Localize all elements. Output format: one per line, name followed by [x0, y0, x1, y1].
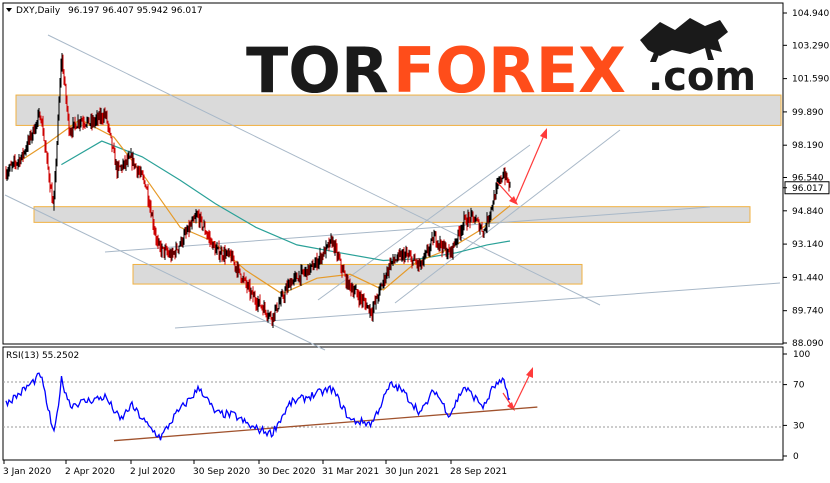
support-resistance-zone	[33, 206, 751, 223]
rsi-tick-label: 70	[793, 381, 805, 391]
date-tick-label: 31 Mar 2021	[322, 467, 379, 477]
date-tick-label: 3 Jan 2020	[3, 467, 51, 477]
price-arrow-up-head	[540, 128, 547, 139]
dropdown-icon[interactable]	[6, 8, 12, 12]
price-tick-label: 103.290	[792, 41, 829, 51]
rsi-line	[5, 372, 511, 441]
rsi-tick-label: 0	[793, 452, 799, 462]
date-tick-label: 28 Sep 2021	[450, 467, 507, 477]
rising-channel-upper	[394, 129, 621, 304]
forecast-arrows	[496, 128, 547, 411]
logo-text-tor: TOR	[246, 34, 389, 107]
rsi-label: RSI(13) 55.2502	[6, 351, 79, 361]
symbol-label: DXY,Daily	[16, 6, 61, 16]
rsi-panel	[2, 346, 784, 461]
torforex-logo: TOR FOREX .com	[246, 18, 756, 107]
rsi-arrow-up	[512, 371, 532, 410]
rsi-trendline	[113, 406, 538, 442]
date-tick-label: 2 Jul 2020	[130, 467, 175, 477]
price-tick-label: 91.440	[792, 273, 824, 283]
price-axis: 104.940103.290101.59099.89098.19096.5409…	[783, 9, 830, 349]
price-arrow-up	[514, 132, 546, 204]
logo-text-com: .com	[648, 54, 756, 100]
rising-channel-lower	[317, 144, 531, 301]
price-tick-label: 89.740	[792, 307, 824, 317]
rsi-tick-label: 30	[793, 421, 805, 431]
trendline-bottom	[174, 282, 781, 329]
date-tick-label: 30 Dec 2020	[258, 467, 316, 477]
bull-bear-icon	[640, 18, 728, 62]
zones-layer	[15, 94, 782, 285]
price-tick-label: 96.017	[792, 184, 824, 194]
candles-layer	[5, 53, 511, 329]
support-resistance-zone	[132, 263, 583, 285]
price-tick-label: 96.540	[792, 174, 824, 184]
support-resistance-zone	[15, 94, 782, 126]
price-tick-label: 94.840	[792, 207, 824, 217]
price-tick-label: 99.890	[792, 108, 824, 118]
price-tick-label: 93.140	[792, 240, 824, 250]
ma-fast-line	[14, 118, 511, 295]
logo-text-forex: FOREX	[393, 34, 626, 107]
date-tick-label: 30 Jun 2021	[385, 467, 439, 477]
channel-upper-line	[47, 34, 601, 306]
rsi-arrow-up-head	[526, 367, 533, 378]
price-tick-label: 98.190	[792, 141, 824, 151]
date-tick-label: 2 Apr 2020	[65, 467, 115, 477]
price-tick-label: 104.940	[792, 9, 829, 19]
rsi-axis: 100 70 30 0	[783, 350, 810, 462]
price-tick-label: 101.590	[792, 75, 829, 85]
ma-slow-line	[61, 140, 511, 262]
date-axis: 3 Jan 2020 2 Apr 2020 2 Jul 2020 30 Sep 202…	[3, 460, 507, 477]
price-tick-label: 88.090	[792, 339, 824, 349]
rsi-tick-label: 100	[793, 350, 810, 360]
ohlc-label: 96.197 96.407 95.942 96.017	[68, 6, 203, 16]
trendline-mid	[104, 206, 711, 253]
date-tick-label: 30 Sep 2020	[193, 467, 250, 477]
